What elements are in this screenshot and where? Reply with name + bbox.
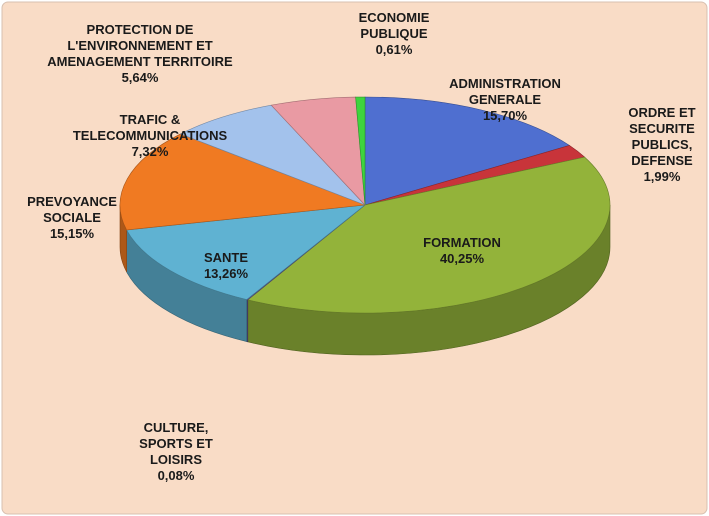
- category-label: PREVOYANCE SOCIALE: [27, 194, 117, 225]
- category-label: ECONOMIE PUBLIQUE: [359, 10, 430, 41]
- category-label: FORMATION: [423, 235, 501, 250]
- value-label: 40,25%: [440, 251, 485, 266]
- value-label: 15,15%: [50, 226, 95, 241]
- value-label: 7,32%: [132, 144, 169, 159]
- value-label: 0,08%: [158, 468, 195, 483]
- category-label: SANTE: [204, 250, 248, 265]
- slice: [119, 133, 366, 231]
- value-label: 1,99%: [644, 169, 681, 184]
- value-label: 13,26%: [204, 266, 249, 281]
- slice: [355, 96, 366, 206]
- category-label: TRAFIC & TELECOMMUNICATIONS: [73, 112, 228, 143]
- category-label: PROTECTION DE L'ENVIRONNEMENT ET AMENAGEME…: [47, 22, 233, 69]
- value-label: 15,70%: [483, 108, 528, 123]
- category-label: ADMINISTRATION GENERALE: [449, 76, 561, 107]
- slice: [126, 204, 366, 300]
- slice: [364, 96, 571, 206]
- slice: [247, 156, 611, 314]
- value-label: 5,64%: [122, 70, 159, 85]
- category-label: CULTURE, SPORTS ET LOISIRS: [139, 420, 213, 467]
- slice: [179, 104, 366, 206]
- value-label: 0,61%: [376, 42, 413, 57]
- category-label: ORDRE ET SECURITE PUBLICS, DEFENSE: [628, 105, 695, 168]
